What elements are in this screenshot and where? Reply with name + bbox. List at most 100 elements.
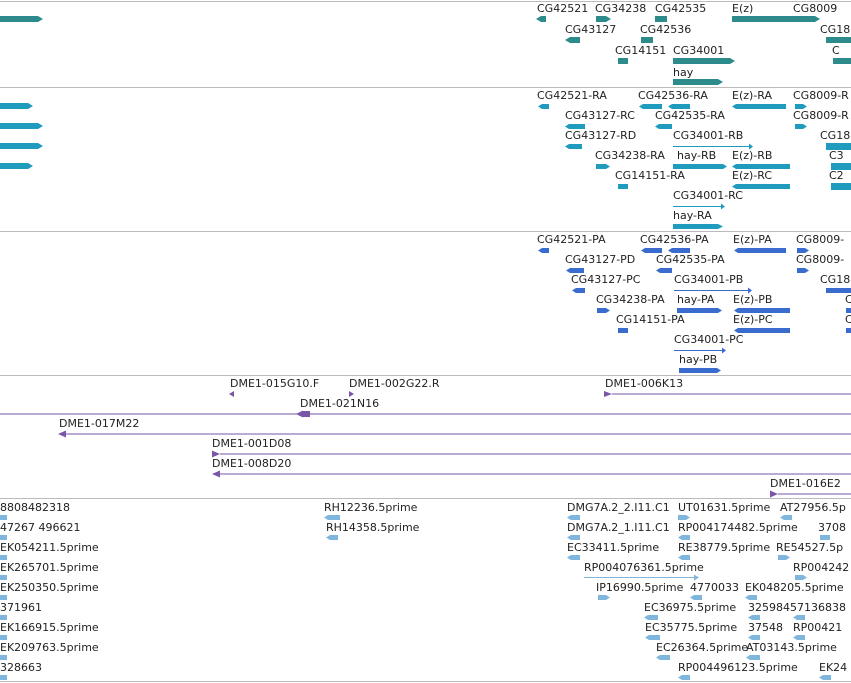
protein-glyph[interactable] bbox=[748, 287, 752, 294]
transcript-glyph[interactable] bbox=[826, 143, 851, 150]
est-label[interactable]: AT27956.5p bbox=[780, 501, 846, 514]
transcript-label[interactable]: CG14151-RA bbox=[615, 169, 685, 182]
protein-label[interactable]: C bbox=[845, 313, 851, 326]
est-label[interactable]: IP16990.5prime bbox=[596, 581, 684, 594]
gene-glyph[interactable] bbox=[732, 16, 820, 22]
protein-label[interactable]: CG42536-PA bbox=[640, 233, 709, 246]
transcript-glyph[interactable] bbox=[732, 164, 790, 169]
est-glyph[interactable] bbox=[0, 595, 7, 600]
transcript-label[interactable]: CG42521-RA bbox=[537, 89, 607, 102]
protein-glyph[interactable] bbox=[679, 368, 721, 373]
gene-glyph[interactable] bbox=[641, 37, 653, 43]
transcript-glyph[interactable] bbox=[831, 163, 851, 170]
protein-glyph[interactable] bbox=[597, 308, 610, 313]
protein-label[interactable]: CG8009- bbox=[796, 253, 844, 266]
gene-glyph[interactable] bbox=[826, 37, 851, 43]
protein-glyph[interactable] bbox=[734, 308, 790, 313]
protein-label[interactable]: E(z)-PA bbox=[733, 233, 772, 246]
protein-glyph[interactable] bbox=[677, 308, 722, 313]
est-glyph[interactable] bbox=[0, 515, 7, 520]
est-label[interactable]: EK166915.5prime bbox=[0, 621, 99, 634]
transcript-label[interactable]: CG34238-RA bbox=[595, 149, 665, 162]
clone-label[interactable]: DME1-015G10.F bbox=[230, 377, 319, 390]
protein-glyph[interactable] bbox=[826, 288, 851, 293]
clone-label[interactable]: DME1-006K13 bbox=[605, 377, 683, 390]
gene-label[interactable]: C bbox=[832, 44, 840, 57]
protein-label[interactable]: hay-PB bbox=[679, 353, 717, 366]
clone-glyph[interactable] bbox=[229, 391, 234, 397]
est-glyph[interactable] bbox=[567, 515, 580, 520]
protein-glyph[interactable] bbox=[734, 328, 790, 333]
gene-label[interactable]: CG34001 bbox=[673, 44, 724, 57]
est-glyph[interactable] bbox=[598, 595, 610, 600]
clone-label[interactable]: DME1-002G22.R bbox=[349, 377, 440, 390]
est-glyph[interactable] bbox=[748, 635, 760, 640]
est-label[interactable]: RP004496123.5prime bbox=[678, 661, 798, 674]
protein-glyph[interactable] bbox=[618, 328, 628, 333]
transcript-glyph[interactable] bbox=[673, 164, 727, 169]
gene-glyph[interactable] bbox=[536, 16, 546, 22]
gene-label[interactable]: E(z) bbox=[732, 2, 753, 15]
est-glyph[interactable] bbox=[0, 615, 7, 620]
est-glyph[interactable] bbox=[793, 635, 805, 640]
transcript-glyph[interactable] bbox=[655, 124, 672, 129]
transcript-label[interactable]: hay-RB bbox=[677, 149, 716, 162]
protein-glyph[interactable] bbox=[538, 248, 549, 253]
transcript-glyph[interactable] bbox=[732, 184, 790, 189]
transcript-glyph[interactable] bbox=[795, 104, 807, 109]
est-glyph[interactable] bbox=[645, 635, 660, 640]
transcript-glyph[interactable] bbox=[596, 164, 610, 169]
est-label[interactable]: 47267 496621 bbox=[0, 521, 80, 534]
transcript-glyph[interactable] bbox=[0, 103, 33, 109]
gene-label[interactable]: CG43127 bbox=[565, 23, 616, 36]
est-glyph[interactable] bbox=[795, 575, 807, 580]
protein-glyph[interactable] bbox=[566, 268, 584, 273]
est-glyph[interactable] bbox=[678, 675, 690, 680]
transcript-glyph[interactable] bbox=[721, 203, 725, 210]
clone-glyph[interactable] bbox=[296, 410, 303, 418]
gene-glyph[interactable] bbox=[655, 16, 667, 22]
est-label[interactable]: RP00421 bbox=[793, 621, 842, 634]
transcript-label[interactable]: CG8009-R bbox=[793, 109, 849, 122]
clone-glyph[interactable] bbox=[770, 490, 778, 498]
transcript-glyph[interactable] bbox=[673, 224, 723, 229]
est-label[interactable]: RP004242 bbox=[793, 561, 849, 574]
est-glyph[interactable] bbox=[678, 535, 690, 540]
transcript-glyph[interactable] bbox=[732, 104, 786, 109]
transcript-glyph[interactable] bbox=[749, 143, 753, 150]
protein-label[interactable]: E(z)-PB bbox=[733, 293, 772, 306]
protein-glyph[interactable] bbox=[797, 248, 809, 253]
transcript-glyph[interactable] bbox=[0, 163, 33, 169]
protein-label[interactable]: CG14151-PA bbox=[616, 313, 685, 326]
protein-label[interactable]: CG18 bbox=[820, 273, 850, 286]
transcript-label[interactable]: C3 bbox=[829, 149, 844, 162]
clone-label[interactable]: DME1-017M22 bbox=[59, 417, 139, 430]
protein-glyph[interactable] bbox=[722, 347, 726, 354]
gene-glyph[interactable] bbox=[0, 16, 43, 22]
est-label[interactable]: UT01631.5prime bbox=[678, 501, 771, 514]
est-glyph[interactable] bbox=[0, 535, 7, 540]
clone-label[interactable]: DME1-021N16 bbox=[300, 397, 379, 410]
gene-label[interactable]: CG34238 bbox=[595, 2, 646, 15]
est-glyph[interactable] bbox=[748, 615, 760, 620]
est-glyph[interactable] bbox=[819, 675, 831, 680]
est-glyph[interactable] bbox=[690, 595, 702, 600]
est-glyph[interactable] bbox=[324, 515, 340, 520]
protein-glyph[interactable] bbox=[797, 268, 809, 273]
transcript-glyph[interactable] bbox=[565, 144, 582, 149]
est-label[interactable]: RP004174482.5prime bbox=[678, 521, 798, 534]
gene-label[interactable]: CG42536 bbox=[640, 23, 691, 36]
transcript-label[interactable]: CG43127-RC bbox=[565, 109, 635, 122]
est-glyph[interactable] bbox=[644, 615, 658, 620]
transcript-glyph[interactable] bbox=[0, 143, 43, 149]
est-label[interactable]: RH12236.5prime bbox=[324, 501, 418, 514]
protein-glyph[interactable] bbox=[846, 328, 851, 333]
est-label[interactable]: EC33411.5prime bbox=[567, 541, 659, 554]
transcript-label[interactable]: CG18 bbox=[820, 129, 850, 142]
clone-label[interactable]: DME1-001D08 bbox=[212, 437, 291, 450]
est-label[interactable]: 8808482318 bbox=[0, 501, 70, 514]
est-label[interactable]: EK048205.5prime bbox=[745, 581, 844, 594]
est-label[interactable]: RE38779.5prime bbox=[678, 541, 770, 554]
est-label[interactable]: DMG7A.2_1.I11.C1 bbox=[567, 521, 670, 534]
transcript-glyph[interactable] bbox=[618, 184, 628, 189]
